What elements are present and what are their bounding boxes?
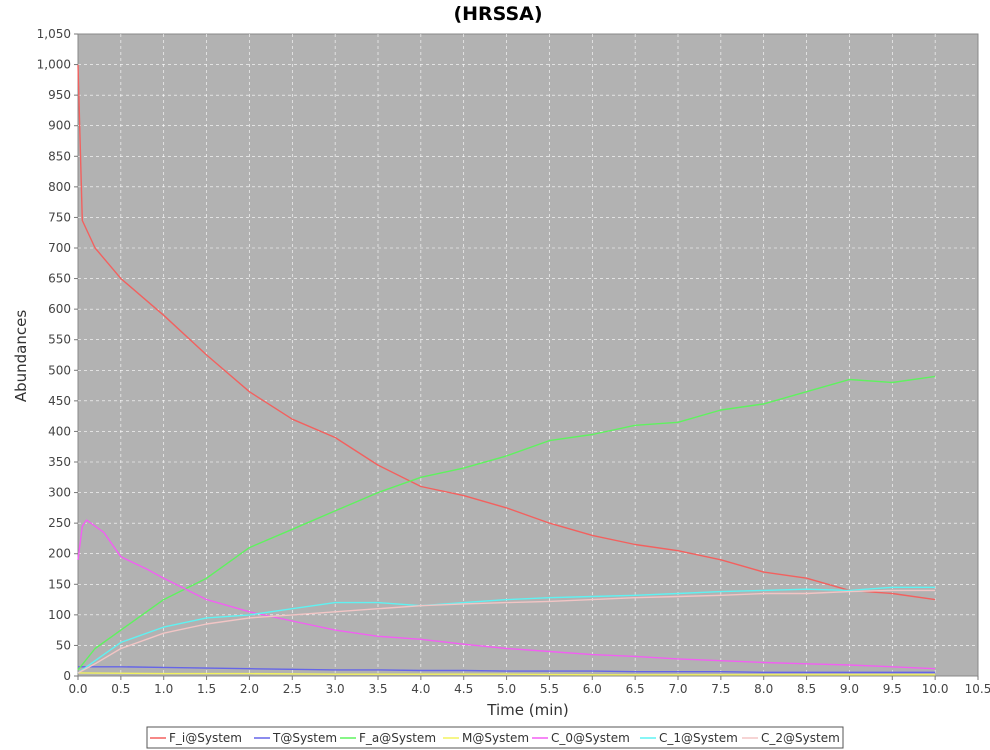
y-tick-label: 750 [48, 210, 71, 224]
x-tick-label: 5.0 [497, 682, 516, 696]
x-tick-label: 6.5 [626, 682, 645, 696]
y-tick-label: 600 [48, 302, 71, 316]
x-axis-title: Time (min) [486, 701, 568, 719]
chart-title: (HRSSA) [453, 3, 542, 25]
x-tick-label: 7.0 [668, 682, 687, 696]
legend-box [146, 726, 844, 749]
x-tick-label: 9.0 [840, 682, 859, 696]
x-axis: 0.0 0.5 1.0 1.5 2.0 2.5 3.0 3.5 4.0 4.5 5.0 5.5 6.0 6… [68, 676, 990, 696]
series-line-c-0 [77, 519, 936, 670]
y-axis: 0 50 100 150 200 250 300 350 400 450 500 550 600 650 7… [37, 27, 78, 683]
y-tick-label: 350 [48, 455, 71, 469]
series-lines [77, 64, 936, 676]
legend-label: M@System [462, 731, 529, 745]
x-tick-label: 3.0 [326, 682, 345, 696]
legend-label: C_0@System [551, 731, 630, 745]
x-tick-label: 8.5 [797, 682, 816, 696]
x-tick-label: 8.0 [754, 682, 773, 696]
series-line-f-i [77, 64, 936, 601]
legend-label: C_2@System [761, 731, 840, 745]
x-tick-label: 6.0 [583, 682, 602, 696]
x-tick-label: 10.5 [965, 682, 990, 696]
x-tick-label: 1.5 [197, 682, 216, 696]
legend-label: T@System [272, 731, 337, 745]
y-axis-title: Abundances [12, 310, 30, 402]
legend-label: F_a@System [359, 731, 436, 745]
x-tick-label: 2.0 [240, 682, 259, 696]
y-tick-label: 900 [48, 119, 71, 133]
y-tick-label: 250 [48, 516, 71, 530]
x-tick-label: 4.5 [454, 682, 473, 696]
y-tick-label: 1,050 [37, 27, 71, 41]
y-tick-label: 650 [48, 272, 71, 286]
x-tick-label: 0.5 [111, 682, 130, 696]
y-tick-label: 50 [56, 638, 71, 652]
x-tick-label: 10.0 [922, 682, 949, 696]
x-tick-label: 9.5 [883, 682, 902, 696]
x-tick-label: 0.0 [68, 682, 87, 696]
y-tick-label: 1,000 [37, 58, 71, 72]
plot-area [77, 33, 979, 677]
x-tick-label: 5.5 [540, 682, 559, 696]
legend-label: C_1@System [659, 731, 738, 745]
legend: F_i@System T@System F_a@System M@System C_0@… [146, 726, 844, 749]
x-tick-label: 4.0 [411, 682, 430, 696]
y-tick-label: 300 [48, 486, 71, 500]
y-tick-label: 550 [48, 333, 71, 347]
series-line-c-2 [77, 589, 936, 674]
series-line-c-1 [77, 586, 936, 674]
y-tick-label: 150 [48, 577, 71, 591]
y-tick-label: 0 [63, 669, 71, 683]
legend-label: F_i@System [169, 731, 242, 745]
y-tick-label: 400 [48, 424, 71, 438]
y-tick-label: 800 [48, 180, 71, 194]
y-tick-label: 850 [48, 149, 71, 163]
x-tick-label: 2.5 [283, 682, 302, 696]
series-line-t [78, 666, 936, 673]
y-tick-label: 950 [48, 88, 71, 102]
x-tick-label: 1.0 [154, 682, 173, 696]
series-line-m [77, 672, 936, 676]
y-tick-label: 450 [48, 394, 71, 408]
x-tick-label: 7.5 [711, 682, 730, 696]
y-tick-label: 500 [48, 363, 71, 377]
y-tick-label: 100 [48, 608, 71, 622]
y-tick-label: 700 [48, 241, 71, 255]
y-tick-label: 200 [48, 547, 71, 561]
x-tick-label: 3.5 [368, 682, 387, 696]
grid-lines [78, 34, 978, 676]
